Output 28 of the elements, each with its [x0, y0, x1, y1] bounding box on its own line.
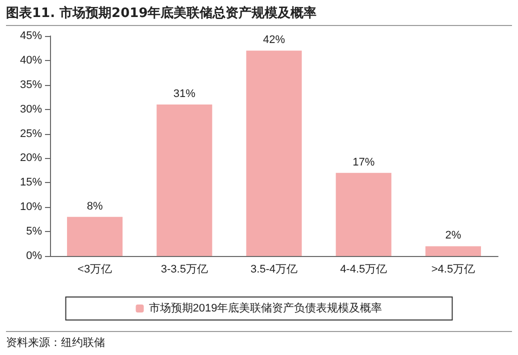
y-tick-label: 5% — [26, 226, 42, 238]
y-tick-label: 15% — [20, 176, 42, 189]
y-tick-label: 0% — [26, 250, 42, 262]
y-tick-label: 30% — [20, 103, 42, 116]
bar — [246, 50, 302, 256]
y-tick-label: 10% — [20, 201, 42, 214]
x-tick-label: 4-4.5万亿 — [340, 264, 388, 276]
data-label: 17% — [352, 156, 375, 168]
x-tick-label: 3.5-4万亿 — [250, 264, 298, 276]
data-label: 8% — [86, 200, 103, 212]
y-tick-label: 25% — [20, 128, 42, 140]
bar — [67, 216, 123, 256]
bar — [425, 246, 481, 256]
chart-title: 图表11. 市场预期2019年底美联储总资产规模及概率 — [6, 4, 512, 26]
y-tick-label: 20% — [20, 152, 42, 164]
x-tick-label: <3万亿 — [78, 264, 112, 276]
text: 资料来源：纽约联储 — [6, 331, 512, 350]
data-label: 42% — [262, 34, 286, 46]
data-label: 2% — [445, 230, 462, 242]
y-tick-label: 45% — [20, 30, 42, 42]
x-tick-label: >4.5万亿 — [431, 264, 476, 276]
data-label: 31% — [173, 88, 196, 100]
bar — [156, 104, 212, 256]
legend-label: 市场预期2019年底美联储资产负债表规模及概率 — [148, 302, 382, 314]
bar — [336, 172, 392, 256]
y-tick-label: 35% — [20, 78, 42, 91]
y-tick-label: 40% — [20, 54, 42, 66]
x-tick-label: 3-3.5万亿 — [160, 264, 208, 276]
